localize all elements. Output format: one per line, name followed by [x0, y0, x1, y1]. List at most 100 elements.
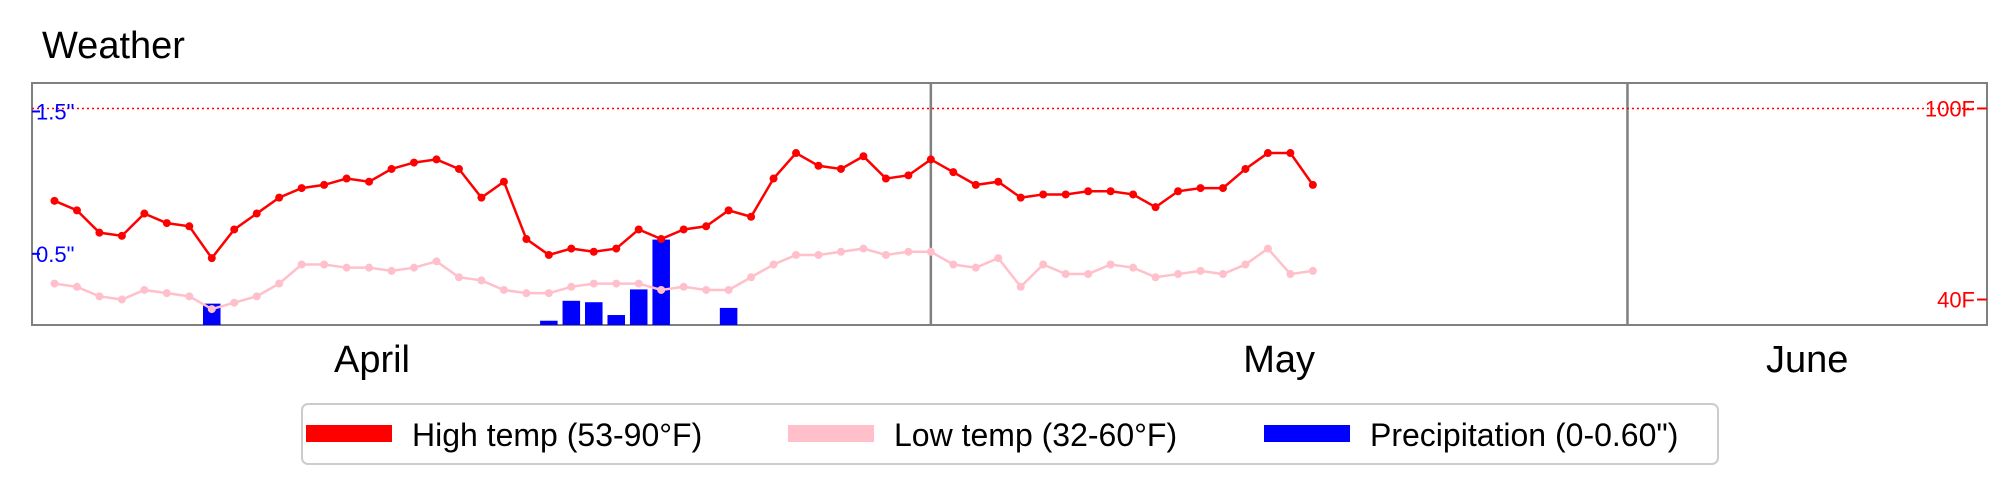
low-temp-point: [792, 250, 801, 259]
low-temp-line: [54, 246, 1314, 311]
low-temp-point: [140, 285, 149, 294]
low-temp-point: [185, 292, 194, 301]
precip-bar: [719, 307, 738, 325]
low-temp-point: [724, 285, 733, 294]
low-temp-point: [117, 295, 126, 304]
low-temp-point: [50, 279, 59, 288]
high-temp-point: [1218, 184, 1227, 193]
low-temp-point: [207, 305, 216, 314]
high-temp-line: [53, 151, 1314, 261]
legend-swatch: [1264, 425, 1350, 442]
high-temp-point: [499, 177, 508, 186]
low-temp-point: [365, 263, 374, 272]
low-temp-point: [320, 260, 329, 269]
low-temp-point: [634, 279, 643, 288]
low-temp-point: [410, 263, 419, 272]
low-temp-point: [1218, 270, 1227, 279]
precip-tick-label: 1.5": [36, 99, 74, 124]
high-temp-point: [387, 164, 396, 173]
high-temp-point: [612, 244, 621, 253]
high-temp-point: [1263, 149, 1272, 158]
low-temp-point: [926, 247, 935, 256]
high-temp-point: [72, 206, 81, 215]
high-temp-point: [814, 161, 823, 170]
low-temp-point: [252, 292, 261, 301]
high-temp-point: [679, 225, 688, 234]
high-temp-point: [949, 168, 958, 177]
low-temp-point: [949, 260, 958, 269]
precip-tick-label: 0.5": [36, 242, 74, 267]
high-temp-point: [117, 231, 126, 240]
legend-swatch: [306, 425, 392, 442]
high-temp-point: [275, 193, 284, 202]
month-labels: April May June: [334, 339, 1848, 381]
high-temp-point: [971, 180, 980, 189]
low-temp-point: [1151, 273, 1160, 282]
low-temp-point: [702, 285, 711, 294]
high-temp-point: [252, 209, 261, 218]
month-label: April: [334, 339, 410, 381]
temp-tick-label: 100F: [1925, 96, 1975, 121]
low-temp-point: [657, 285, 666, 294]
high-temp-point: [994, 177, 1003, 186]
low-temp-point: [1241, 260, 1250, 269]
high-temp-point: [522, 235, 531, 244]
high-temp-point: [1039, 190, 1048, 199]
high-temp-point: [162, 219, 171, 228]
high-temp-point: [724, 206, 733, 215]
precip-bar: [540, 320, 558, 325]
low-temp-point: [859, 244, 868, 253]
high-temp-point: [792, 149, 801, 158]
high-temp-point: [410, 158, 419, 167]
low-temp-point: [1196, 266, 1205, 275]
high-temp-point: [1241, 164, 1250, 173]
high-temp-point: [342, 174, 351, 183]
high-temp-point: [926, 155, 935, 164]
low-temp-point: [1286, 270, 1295, 279]
high-temp-point: [657, 235, 666, 244]
chart-title: Weather: [42, 25, 185, 67]
low-temp-point: [1039, 260, 1048, 269]
low-temp-point: [95, 292, 104, 301]
high-temp-point: [50, 196, 59, 205]
high-temp-point: [320, 180, 329, 189]
plot-area: 1.5" 0.5" 100F 40F: [31, 82, 1988, 326]
low-temp-point: [904, 247, 913, 256]
low-temp-point: [230, 298, 239, 307]
low-temp-point: [612, 279, 621, 288]
high-temp-point: [454, 164, 463, 173]
high-temp-point: [477, 193, 486, 202]
precip-bar: [607, 315, 626, 325]
month-label: June: [1766, 339, 1848, 381]
month-label: May: [1243, 339, 1315, 381]
precip-bar: [652, 239, 670, 325]
low-temp-point: [1129, 263, 1138, 272]
low-temp-point: [1061, 270, 1070, 279]
low-temp-point: [747, 273, 756, 282]
low-temp-point: [1016, 282, 1025, 291]
low-temp-point: [1174, 270, 1183, 279]
legend-label: Low temp (32-60°F): [894, 417, 1177, 453]
low-temp-point: [679, 282, 688, 291]
low-temp-point: [589, 279, 598, 288]
high-temp-point: [207, 254, 216, 263]
low-temp-point: [1106, 260, 1115, 269]
low-temp-point: [1263, 244, 1272, 253]
high-temp-point: [634, 225, 643, 234]
high-temp-point: [881, 174, 890, 183]
high-temp-point: [702, 222, 711, 231]
high-temp-point: [95, 228, 104, 237]
high-temp-point: [1308, 180, 1317, 189]
high-temp-point: [567, 244, 576, 253]
legend-label: High temp (53-90°F): [412, 417, 702, 453]
high-temp-point: [140, 209, 149, 218]
low-temp-point: [342, 263, 351, 272]
low-temp-point: [477, 276, 486, 285]
low-temp-point: [162, 289, 171, 298]
low-temp-point: [1308, 266, 1317, 275]
low-temp-point: [275, 279, 284, 288]
temp-tick-label: 40F: [1937, 288, 1975, 313]
high-temp-point: [365, 177, 374, 186]
high-temp-point: [432, 155, 441, 164]
low-temp-point: [454, 273, 463, 282]
